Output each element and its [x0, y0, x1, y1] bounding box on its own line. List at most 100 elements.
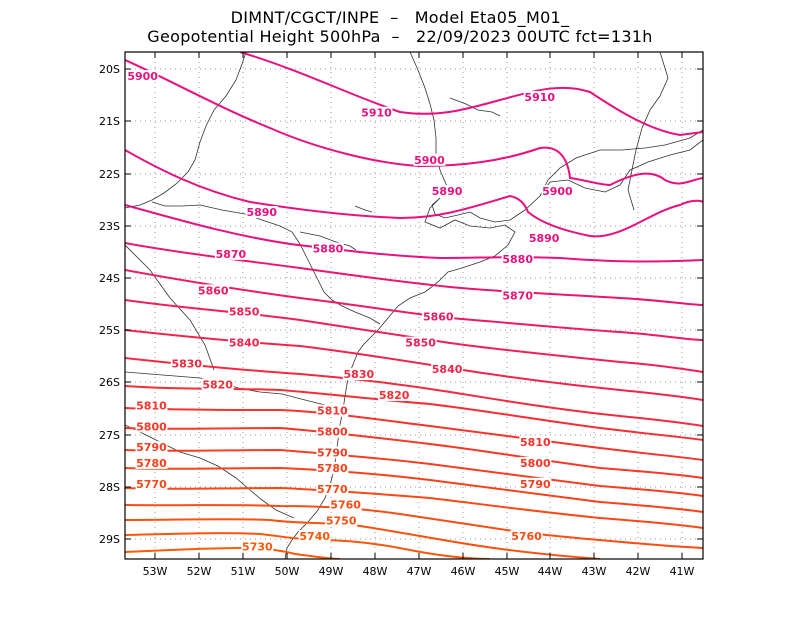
lat-tick-label: 26S: [99, 376, 120, 389]
contour-label: 5760: [330, 499, 361, 512]
contour-5880: [125, 204, 703, 263]
contour-label-bg: [245, 206, 278, 219]
contour-label: 5850: [405, 337, 436, 350]
contour-5860: [125, 269, 703, 341]
contour-label: 5750: [326, 514, 357, 527]
contour-5760: [125, 504, 703, 549]
contour-label: 5820: [202, 379, 233, 392]
lon-tick-labels: 53W 52W 51W 50W 49W 48W 47W 46W 45W 44W …: [143, 565, 695, 578]
contour-label-bg: [413, 153, 446, 166]
contour-label-bg: [214, 247, 247, 260]
lat-tick-label: 24S: [99, 272, 120, 285]
contour-label-bg: [135, 456, 168, 469]
lon-tick-label: 41W: [670, 565, 695, 578]
contour-label-bg: [316, 446, 349, 459]
lon-tick-label: 48W: [363, 565, 388, 578]
contour-5750: [125, 518, 601, 559]
contour-label: 5840: [229, 337, 260, 350]
lon-tick-label: 50W: [275, 565, 300, 578]
contour-label: 5770: [317, 483, 348, 496]
contour-label: 5810: [520, 436, 551, 449]
contour-label: 5890: [432, 185, 463, 198]
lat-tick-label: 20S: [99, 63, 120, 76]
lat-tick-label: 25S: [99, 324, 120, 337]
lon-tick-label: 43W: [582, 565, 607, 578]
contour-label-bg: [422, 310, 455, 323]
contour-label: 5860: [423, 311, 454, 324]
contour-label: 5910: [361, 107, 392, 120]
contour-label: 5900: [414, 154, 445, 167]
lon-tick-label: 42W: [626, 565, 651, 578]
contour-5830: [125, 357, 703, 427]
state-boundaries: [125, 52, 703, 559]
contour-label: 5800: [317, 426, 348, 439]
contour-label: 5890: [246, 206, 277, 219]
contour-label-bg: [501, 253, 534, 266]
contour-label: 5730: [242, 541, 273, 554]
state-boundary-mg-rj: [409, 52, 453, 197]
contour-label: 5890: [529, 232, 560, 245]
contour-label-bg: [135, 399, 168, 412]
lon-tick-label: 45W: [495, 565, 520, 578]
river-parana: [299, 231, 357, 251]
contour-label-bg: [135, 441, 168, 454]
contour-label: 5790: [317, 446, 348, 459]
lon-tick-label: 47W: [407, 565, 432, 578]
grid-lines: [125, 52, 703, 559]
lat-tick-label: 27S: [99, 429, 120, 442]
contour-label: 5810: [317, 405, 348, 418]
contour-label-bg: [135, 477, 168, 490]
contour-label-bg: [325, 514, 358, 527]
contour-5810: [125, 407, 703, 461]
contour-label-bg: [519, 477, 552, 490]
contour-label-bg: [135, 420, 168, 433]
contour-label: 5810: [136, 399, 167, 412]
contour-label-bg: [241, 540, 274, 553]
contour-label-bg: [523, 91, 556, 104]
contour-label-bg: [197, 284, 230, 297]
contour-label: 5800: [136, 420, 167, 433]
contour-label: 5830: [171, 358, 202, 371]
contour-5780: [125, 466, 703, 513]
contour-label-bg: [170, 357, 203, 370]
contour-label-bg: [431, 362, 464, 375]
contour-label: 5790: [136, 441, 167, 454]
contour-label-bg: [528, 232, 561, 245]
contour-label: 5830: [344, 368, 375, 381]
contour-5820: [125, 385, 703, 441]
contour-label: 5860: [198, 284, 229, 297]
contour-label: 5820: [379, 389, 410, 402]
lon-tick-label: 52W: [187, 565, 212, 578]
contour-label-bg: [501, 289, 534, 302]
contour-label: 5900: [127, 70, 158, 83]
state-boundary-sp-pr: [151, 201, 381, 325]
contour-label-bg: [316, 462, 349, 475]
contour-5790: [125, 448, 703, 497]
contour-label-bg: [510, 530, 543, 543]
contour-label: 5780: [136, 457, 167, 470]
state-boundary-pr-sc: [125, 371, 346, 411]
lat-tick-labels: 20S 21S 22S 23S 24S 25S 26S 27S 28S 29S: [99, 63, 120, 546]
lat-tick-label: 22S: [99, 168, 120, 181]
lake-feature-2: [354, 205, 373, 213]
contour-label-bg: [201, 378, 234, 391]
lon-tick-label: 49W: [319, 565, 344, 578]
contour-label: 5790: [520, 478, 551, 491]
contour-5800: [125, 426, 703, 479]
contour-label-bg: [519, 436, 552, 449]
contour-label-bg: [311, 242, 344, 255]
contour-label: 5870: [216, 248, 247, 261]
contour-label-bg: [342, 368, 375, 381]
contour-label-bg: [519, 456, 552, 469]
contour-label: 5780: [317, 462, 348, 475]
contour-labels: 5900 5910 5910 5900 5900 5890 5890 5890 5880 5880…: [126, 70, 574, 554]
state-boundary-paraguay: [125, 244, 215, 371]
contour-label: 5840: [432, 363, 463, 376]
contour-label-bg: [360, 106, 393, 119]
lat-tick-label: 29S: [99, 533, 120, 546]
contour-label-bg: [431, 185, 464, 198]
contour-label: 5880: [313, 243, 344, 256]
lon-tick-label: 44W: [538, 565, 563, 578]
contour-label: 5910: [524, 91, 555, 104]
